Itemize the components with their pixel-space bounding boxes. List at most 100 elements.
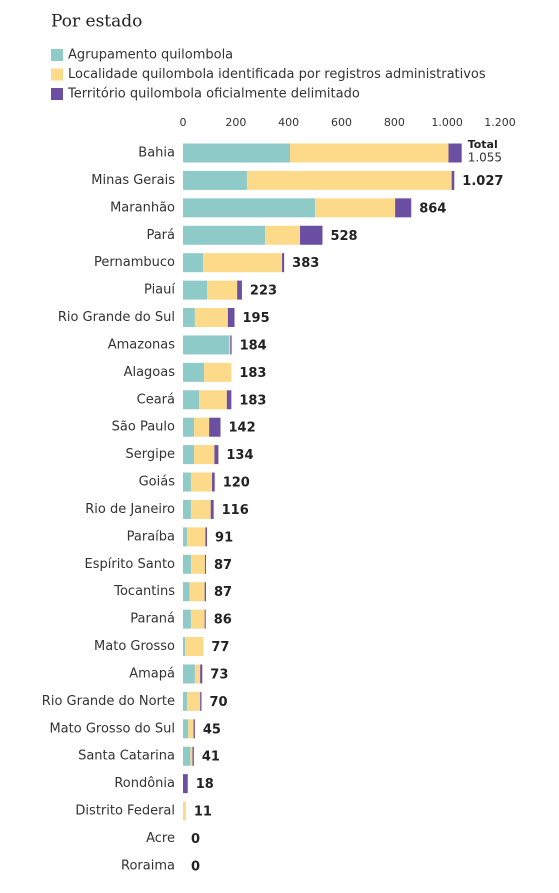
total-label: 86: [214, 613, 232, 628]
legend-label: Agrupamento quilombola: [68, 48, 233, 63]
bar-segment: [199, 390, 227, 410]
bar-segment: [230, 335, 232, 355]
bar-segment: [183, 445, 195, 465]
bar-segment: [265, 225, 301, 245]
total-label: 87: [214, 558, 232, 573]
total-label: 0: [191, 859, 200, 874]
bar-segment: [395, 198, 412, 218]
bar-segment: [226, 390, 232, 410]
bar-segment: [188, 719, 194, 739]
category-label: Paraíba: [127, 529, 175, 544]
legend-swatch: [51, 68, 63, 81]
total-label: 41: [202, 750, 220, 765]
bar-segment: [183, 253, 204, 273]
bar-segment: [448, 143, 462, 163]
bar-segment: [194, 664, 201, 684]
bar-segment: [186, 527, 206, 547]
legend-swatch: [51, 88, 63, 100]
bar-segment: [183, 499, 191, 519]
total-label: 134: [226, 448, 253, 463]
total-label: 18: [196, 777, 214, 792]
category-label: Espírito Santo: [85, 557, 176, 572]
bar-segment: [183, 170, 247, 190]
bar-segment: [183, 774, 188, 794]
category-label: Mato Grosso: [94, 639, 175, 654]
total-label: 11: [194, 805, 212, 820]
legend-label: Território quilombola oficialmente delim…: [67, 87, 360, 102]
category-label: São Paulo: [112, 420, 175, 435]
category-label: Ceará: [137, 392, 175, 407]
bar-segment: [227, 308, 235, 328]
category-label: Amazonas: [108, 337, 176, 352]
category-label: Rondônia: [114, 776, 175, 791]
total-label: 183: [239, 366, 266, 381]
x-tick-label: 1.000: [431, 116, 463, 129]
category-label: Mato Grosso do Sul: [49, 721, 175, 736]
bar-segment: [190, 609, 205, 629]
bar-segment: [200, 691, 202, 711]
total-label: 87: [214, 585, 232, 600]
bar-segment: [204, 609, 206, 629]
bar-segment: [300, 225, 323, 245]
bar-segment: [183, 554, 191, 574]
bar-segment: [228, 335, 231, 355]
total-label: 184: [240, 338, 267, 353]
x-tick-label: 0: [180, 116, 187, 129]
x-tick-label: 600: [331, 116, 352, 129]
bar-segment: [183, 390, 200, 410]
total-label: 91: [215, 530, 233, 545]
bar-segment: [183, 801, 186, 821]
bar-segment: [190, 499, 211, 519]
bar-segment: [204, 362, 232, 382]
category-label: Tocantins: [113, 584, 175, 599]
x-tick-label: 800: [384, 116, 405, 129]
x-tick-label: 200: [225, 116, 246, 129]
bar-segment: [183, 280, 208, 300]
bar-segment: [183, 417, 195, 437]
bar-segment: [183, 527, 187, 547]
bar-segment: [183, 746, 191, 766]
total-label: 73: [210, 667, 228, 682]
category-label: Acre: [146, 831, 175, 846]
total-label: 45: [203, 722, 221, 737]
bar-segment: [190, 554, 205, 574]
total-label: 183: [239, 393, 266, 408]
bar-segment: [203, 253, 283, 273]
bar-segment: [200, 664, 203, 684]
category-label: Bahia: [138, 146, 175, 161]
bar-segment: [246, 170, 452, 190]
bar-segment: [183, 308, 195, 328]
category-label: Pernambuco: [94, 255, 175, 270]
bar-segment: [237, 280, 242, 300]
bar-segment: [192, 746, 194, 766]
bar-segment: [205, 527, 208, 547]
bar-segment: [183, 198, 316, 218]
bar-segment: [189, 582, 205, 602]
bar-segment: [209, 417, 221, 437]
category-label: Rio Grande do Sul: [58, 310, 175, 325]
bar-segment: [210, 499, 214, 519]
total-label: 864: [419, 201, 446, 216]
bar-segment: [186, 691, 201, 711]
bar-segment: [185, 637, 204, 657]
category-label: Pará: [146, 228, 175, 243]
bar-segment: [183, 637, 186, 657]
category-label: Minas Gerais: [91, 173, 175, 188]
total-label: 195: [243, 311, 270, 326]
total-label: 142: [229, 421, 256, 436]
total-label: 116: [222, 503, 249, 518]
total-label: 77: [211, 640, 229, 655]
bar-segment: [183, 225, 266, 245]
total-label: 0: [191, 832, 200, 847]
bar-segment: [183, 691, 187, 711]
total-label: 383: [292, 256, 319, 271]
bar-segment: [183, 335, 229, 355]
category-label: Piauí: [144, 283, 175, 298]
legend-label: Localidade quilombola identificada por r…: [68, 67, 486, 82]
bar-segment: [282, 253, 285, 273]
category-label: Rio de Janeiro: [85, 502, 175, 517]
category-label: Amapá: [129, 666, 175, 681]
bar-segment: [315, 198, 396, 218]
bar-segment: [194, 308, 228, 328]
